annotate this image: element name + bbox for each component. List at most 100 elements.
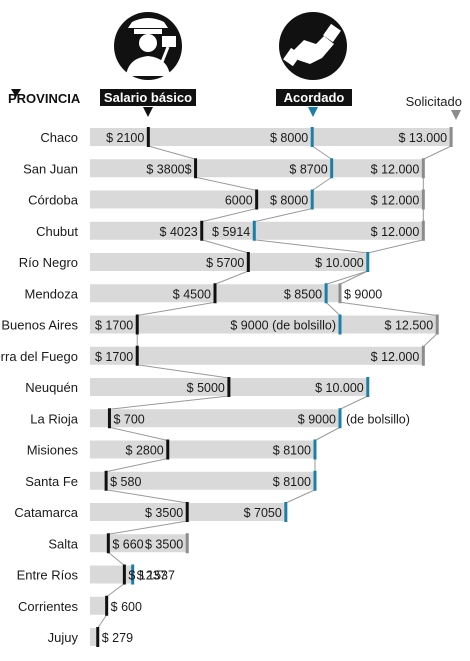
chart-row: Corrientes $ 600 <box>18 595 142 616</box>
connector-acordado <box>285 489 316 504</box>
acordado-marker <box>338 314 342 335</box>
solicitado-legend: Solicitado <box>406 94 462 109</box>
track-bar <box>90 596 107 615</box>
acordado-marker <box>313 439 317 460</box>
connector-salario <box>148 145 196 160</box>
acordado-marker <box>324 283 328 304</box>
salario-value-label: $ 4500 <box>173 287 211 301</box>
chart-row: Salta $ 660 $ 3500 <box>48 533 189 554</box>
acordado-arrow <box>308 107 318 117</box>
salario-value-label: $ 1700 <box>95 350 133 364</box>
salario-value-label: $ 2800 <box>126 444 164 458</box>
connector-salario <box>108 551 125 566</box>
solicitado-value-label: $ 12.000 <box>371 350 420 364</box>
connector-solicitado <box>339 270 368 285</box>
salario-marker <box>96 627 100 647</box>
province-label: San Juan <box>23 161 78 176</box>
connector-acordado <box>325 270 368 285</box>
track-bar <box>90 253 368 271</box>
solicitado-value-label: $ 9000 <box>344 287 382 301</box>
acordado-marker <box>366 377 370 397</box>
chart-row: Catamarca $ 3500 $ 7050 <box>14 502 288 522</box>
salario-marker <box>200 220 204 241</box>
province-label: Misiones <box>27 443 79 458</box>
salario-value-label: $ 3500 <box>145 506 183 520</box>
salario-marker <box>104 470 108 491</box>
acordado-marker <box>366 252 370 272</box>
salario-marker <box>166 439 170 460</box>
connector-solicitado <box>422 333 438 348</box>
province-label: Entre Ríos <box>17 568 79 583</box>
acordado-value-label: $ 9000 <box>298 412 336 426</box>
track-bar <box>90 565 133 584</box>
salario-value-label: 6000 <box>225 194 253 208</box>
acordado-marker <box>310 189 314 210</box>
track-bar <box>90 221 424 240</box>
chart-rows: Chaco $ 2100 $ 8000 $ 13.000 San Juan $ 3800$… <box>0 127 453 647</box>
salario-arrow <box>143 107 153 117</box>
chart-row: Córdoba 6000 $ 8000 $ 12.000 <box>28 189 425 210</box>
solicitado-marker <box>185 533 189 554</box>
connector-acordado <box>325 301 341 316</box>
acordado-note-label: (de bolsillo) <box>346 412 410 426</box>
connector-salario <box>195 176 257 191</box>
solicitado-value-label: $ 12.000 <box>371 225 420 239</box>
connector-solicitado <box>423 145 452 160</box>
connector-salario <box>106 458 168 473</box>
province-label: La Rioja <box>30 411 78 426</box>
acordado-value-label: $ 8000 <box>270 131 308 145</box>
solicitado-marker <box>435 314 439 335</box>
province-label: Río Negro <box>19 255 78 270</box>
connector-salario <box>106 583 125 598</box>
connector-solicitado <box>339 301 438 316</box>
salario-marker <box>246 252 250 272</box>
chart-row: Chubut $ 4023 $ 5914 $ 12.000 <box>36 220 425 241</box>
connector-solicitado <box>367 239 424 254</box>
track-bar <box>90 159 424 178</box>
solicitado-value-label: $ 13.000 <box>398 131 447 145</box>
salario-value-label: $ 3800$ <box>146 162 191 176</box>
chart-row: Jujuy $ 279 <box>48 627 133 647</box>
salario-value-label: $ 5700 <box>206 256 244 270</box>
connector-salario <box>201 208 257 223</box>
track-bar <box>90 628 98 646</box>
acordado-value-label: $ 8100 <box>273 444 311 458</box>
salario-badge <box>100 89 196 106</box>
province-label: Tierra del Fuego <box>0 349 78 364</box>
connector-salario <box>137 301 216 316</box>
police-officer-icon <box>114 12 182 80</box>
connector-salario <box>109 395 229 410</box>
connector-acordado <box>311 176 332 191</box>
salario-marker <box>135 314 139 335</box>
salario-value-label: $ 660 <box>112 537 143 551</box>
salario-value-label: $ 5000 <box>187 381 225 395</box>
solicitado-value-label: $ 12.000 <box>371 162 420 176</box>
province-label: Chubut <box>36 224 78 239</box>
solicitado-value-label: $ 12.000 <box>371 194 420 208</box>
solicitado-arrow <box>451 110 461 120</box>
track-bar <box>90 315 438 334</box>
acordado-marker <box>330 158 334 179</box>
solicitado-marker <box>338 283 342 304</box>
connector-salario <box>106 489 188 504</box>
track-bar <box>90 346 424 365</box>
acordado-marker <box>310 127 314 147</box>
track-bar <box>90 534 188 553</box>
acordado-value-label: $ 10.000 <box>315 381 364 395</box>
track-bar <box>90 409 340 428</box>
handshake-icon <box>279 12 347 80</box>
chart-row: Chaco $ 2100 $ 8000 $ 13.000 <box>40 127 453 147</box>
province-label: Salta <box>48 536 78 551</box>
salario-marker <box>213 283 217 304</box>
province-label: Córdoba <box>28 193 79 208</box>
salario-marker <box>227 377 231 397</box>
solicitado-marker <box>421 345 425 366</box>
salario-marker <box>135 345 139 366</box>
salario-value-label: $ 4023 <box>160 225 198 239</box>
solicitado-marker <box>421 220 425 241</box>
chart-row: Tierra del Fuego $ 1700 $ 12.000 <box>0 345 425 366</box>
salario-marker <box>194 158 198 179</box>
acordado-value-label: $ 8100 <box>273 475 311 489</box>
chart-row: Buenos Aires $ 1700 $ 9000 (de bolsillo) $ … <box>1 314 439 335</box>
